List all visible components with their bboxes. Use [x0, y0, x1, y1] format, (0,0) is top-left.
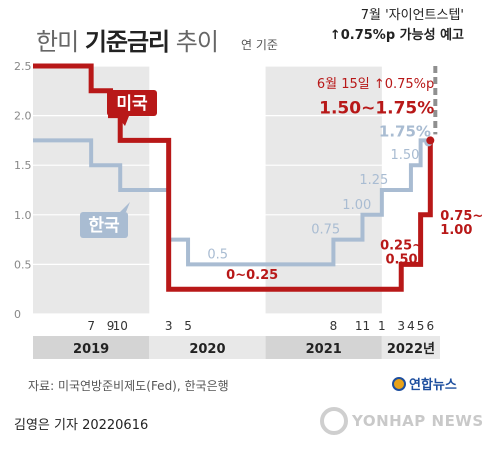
x-tick-label: 5	[417, 319, 425, 333]
x-tick-label: 8	[330, 319, 338, 333]
data-label: 0.5	[207, 247, 228, 262]
data-label: 0.75~	[440, 209, 483, 224]
title-light-part: 한미	[36, 28, 79, 56]
watermark-ring-icon	[320, 407, 348, 435]
unit-note: 연 기준	[241, 38, 278, 52]
year-band-bottom	[381, 336, 440, 359]
data-label: 1.50~1.75%	[319, 99, 434, 119]
data-label: 1.50	[390, 148, 419, 163]
source-note: 자료: 미국연방준비제도(Fed), 한국은행	[28, 379, 229, 393]
yonhap-logo: 연합뉴스	[392, 374, 457, 393]
x-tick-label: 3	[165, 319, 173, 333]
x-tick-label: 10	[113, 319, 128, 333]
forecast-annotation-line1: 7월 '자이언트스텝'	[360, 8, 464, 23]
year-label: 2019	[73, 342, 109, 357]
year-label: 2020	[189, 342, 225, 357]
us-rate-line	[33, 63, 433, 292]
chart-title: 한미 기준금리 추이	[36, 22, 219, 57]
korea-rate-line	[33, 138, 431, 267]
year-band-bottom	[149, 336, 266, 359]
year-band-bottom	[33, 336, 150, 359]
title-light-part-2: 추이	[175, 28, 219, 56]
y-tick-label: 0.5	[14, 258, 32, 271]
korea-series-label-text: 한국	[88, 216, 120, 236]
reporter-credit: 김영은 기자 20220616	[14, 418, 149, 433]
logo-text: 연합뉴스	[409, 378, 457, 393]
x-tick-label: 6	[426, 319, 434, 333]
data-label: 0~0.25	[226, 268, 278, 283]
data-label: 0.25~	[380, 239, 423, 254]
data-label: 1.25	[359, 173, 388, 188]
y-tick-label: 0	[14, 308, 21, 321]
x-tick-label: 11	[355, 319, 370, 333]
title-bold-part: 기준금리	[84, 28, 170, 56]
korea-series-label-box	[80, 212, 128, 238]
data-label: 1.00	[440, 223, 472, 238]
forecast-annotation: 7월 '자이언트스텝' ↑0.75%p 가능성 예고	[330, 6, 464, 46]
x-tick-label: 4	[407, 319, 415, 333]
y-tick-label: 1.5	[14, 159, 32, 172]
year-label: 2021	[306, 342, 342, 357]
y-tick-label: 1.0	[14, 209, 32, 222]
x-tick-label: 3	[397, 319, 405, 333]
y-tick-label: 2.5	[14, 60, 32, 73]
year-band-2021	[265, 66, 382, 314]
watermark: YONHAP NEWS	[320, 407, 484, 435]
us-series-label: 미국	[107, 90, 157, 126]
data-label: 0.50	[386, 253, 418, 268]
us-series-label-tail	[117, 116, 129, 126]
us-series-label-box	[107, 90, 157, 116]
x-tick-label: 1	[378, 319, 386, 333]
logo-mark-icon	[392, 376, 406, 391]
year-band-bottom	[265, 336, 382, 359]
x-tick-label: 9	[107, 319, 115, 333]
data-label: 1.00	[342, 198, 371, 213]
us-series-label-text: 미국	[116, 94, 148, 114]
korea-series-label-tail	[120, 202, 130, 212]
data-label: 6월 15일 ↑0.75%p	[317, 77, 434, 92]
forecast-annotation-line2: ↑0.75%p 가능성 예고	[329, 28, 464, 43]
watermark-text: YONHAP NEWS	[352, 412, 484, 430]
us-end-point	[426, 136, 435, 145]
x-tick-label: 7	[87, 319, 95, 333]
korea-series-label: 한국	[80, 202, 130, 238]
data-label: 1.75%	[379, 122, 431, 140]
data-label: 0.75	[311, 223, 340, 238]
x-tick-label: 5	[184, 319, 192, 333]
y-tick-label: 2.0	[14, 110, 32, 123]
year-label: 2022년	[387, 342, 435, 357]
